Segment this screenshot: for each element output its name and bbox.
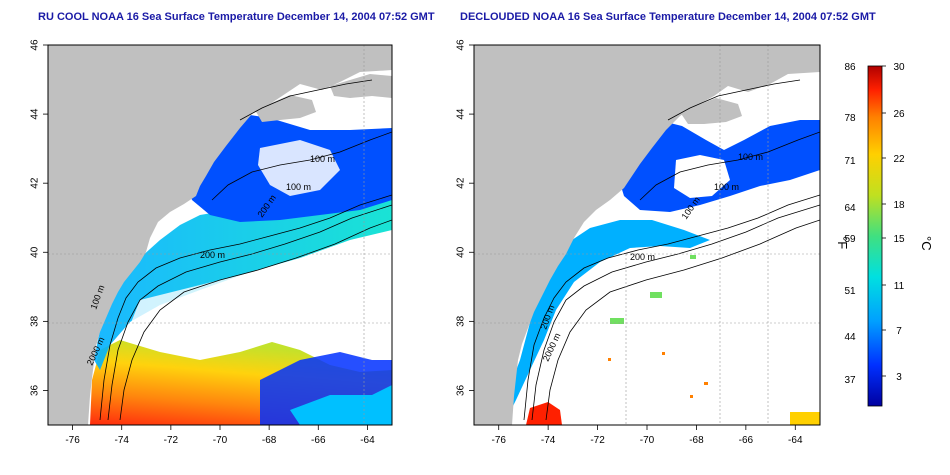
colorbar-fahrenheit-tick: 71	[844, 156, 856, 167]
colorbar-fahrenheit-tick: 78	[844, 113, 856, 124]
right-lat-tick-label: 42	[456, 177, 467, 189]
colorbar-celsius-tick: 11	[894, 281, 905, 292]
right-green-patches	[610, 255, 696, 324]
left-contour-label-2: 100 m	[286, 182, 311, 192]
left-lon-tick-label: -64	[360, 435, 375, 446]
right-warm-corner	[790, 412, 820, 425]
left-contour-label-3: 200 m	[200, 250, 225, 260]
colorbar-fahrenheit-tick: 64	[844, 203, 856, 214]
right-contour-label-4: 200 m	[630, 252, 655, 262]
left-bathymetry-contours	[99, 79, 392, 421]
colorbar: 86 78 71 64 59 51 44 37 30 26 22 18 15 11 7 3 °F °C	[835, 62, 934, 407]
right-lon-tick-label: -72	[590, 435, 605, 446]
right-map: 100 m 100 m 100 m 200 m 200 m 2000 m	[473, 44, 821, 426]
right-bathymetry-contours	[523, 79, 820, 421]
right-lon-tick-label: -70	[640, 435, 655, 446]
left-lat-tick-label: 46	[30, 39, 41, 51]
colorbar-fahrenheit-tick: 51	[844, 286, 856, 297]
left-lon-tick-label: -66	[311, 435, 326, 446]
colorbar-fahrenheit-tick: 37	[844, 375, 856, 386]
left-grid-lines	[48, 45, 392, 425]
left-lat-tick-label: 36	[30, 384, 41, 396]
left-lon-tick-label: -68	[262, 435, 277, 446]
right-grid-lines	[474, 45, 820, 425]
colorbar-fahrenheit-label: °F	[835, 236, 850, 249]
right-lat-tick-label: 38	[456, 315, 467, 327]
colorbar-gradient	[867, 65, 883, 407]
left-map-title: RU COOL NOAA 16 Sea Surface Temperature …	[38, 11, 435, 23]
left-lat-tick-label: 42	[30, 177, 41, 189]
right-warm-flecks	[608, 352, 708, 398]
right-land	[474, 45, 820, 425]
colorbar-celsius-tick: 3	[896, 372, 902, 383]
right-contour-label-1: 100 m	[738, 152, 763, 162]
left-lat-tick-label: 40	[30, 246, 41, 258]
right-nova-scotia-land	[680, 98, 742, 124]
left-cloud-patch	[130, 240, 392, 340]
left-lat-tick-label: 38	[30, 315, 41, 327]
right-warm-sst-spot	[526, 402, 562, 425]
right-map-title: DECLOUDED NOAA 16 Sea Surface Temperatur…	[460, 11, 876, 23]
left-lat-tick-label: 44	[30, 108, 41, 120]
left-lon-tick-label: -74	[114, 435, 129, 446]
colorbar-celsius-tick: 30	[893, 62, 905, 73]
right-contour-label-2: 100 m	[714, 182, 739, 192]
right-lat-tick-label: 46	[456, 39, 467, 51]
right-lat-tick-label: 44	[456, 108, 467, 120]
left-cloud-patch-north	[258, 140, 340, 196]
right-lat-tick-label: 40	[456, 246, 467, 258]
colorbar-celsius-tick: 18	[893, 200, 905, 211]
colorbar-celsius-tick: 7	[896, 326, 902, 337]
colorbar-fahrenheit-tick: 59	[844, 234, 856, 245]
right-lon-tick-label: -64	[788, 435, 803, 446]
left-lon-tick-label: -70	[213, 435, 228, 446]
colorbar-celsius-tick: 26	[893, 109, 905, 120]
right-lon-tick-label: -76	[491, 435, 506, 446]
colorbar-fahrenheit-tick: 86	[844, 62, 856, 73]
colorbar-ticks: 86 78 71 64 59 51 44 37 30 26 22 18 15 11 7 3	[844, 62, 905, 386]
right-lat-tick-label: 36	[456, 384, 467, 396]
left-contour-label-1: 100 m	[310, 154, 335, 164]
colorbar-fahrenheit-tick: 44	[844, 332, 856, 343]
right-lon-tick-label: -74	[541, 435, 556, 446]
left-lon-tick-label: -76	[65, 435, 80, 446]
left-cool-sst-region	[290, 385, 392, 425]
colorbar-celsius-tick: 15	[893, 234, 905, 245]
left-shelf-sst-band	[94, 180, 392, 370]
map-axes: -76 -74 -72 -70 -68 -66 -64 36 38 40 42 44 46 -76 -74 -…	[30, 39, 803, 446]
colorbar-celsius-label: °C	[919, 236, 934, 251]
left-map: 100 m 100 m 200 m 200 m 100 m 2000 m	[47, 44, 393, 426]
right-lon-tick-label: -68	[689, 435, 704, 446]
colorbar-celsius-tick: 22	[893, 154, 905, 165]
right-lon-tick-label: -66	[739, 435, 754, 446]
left-lon-tick-label: -72	[164, 435, 179, 446]
right-gap-north	[674, 155, 730, 198]
